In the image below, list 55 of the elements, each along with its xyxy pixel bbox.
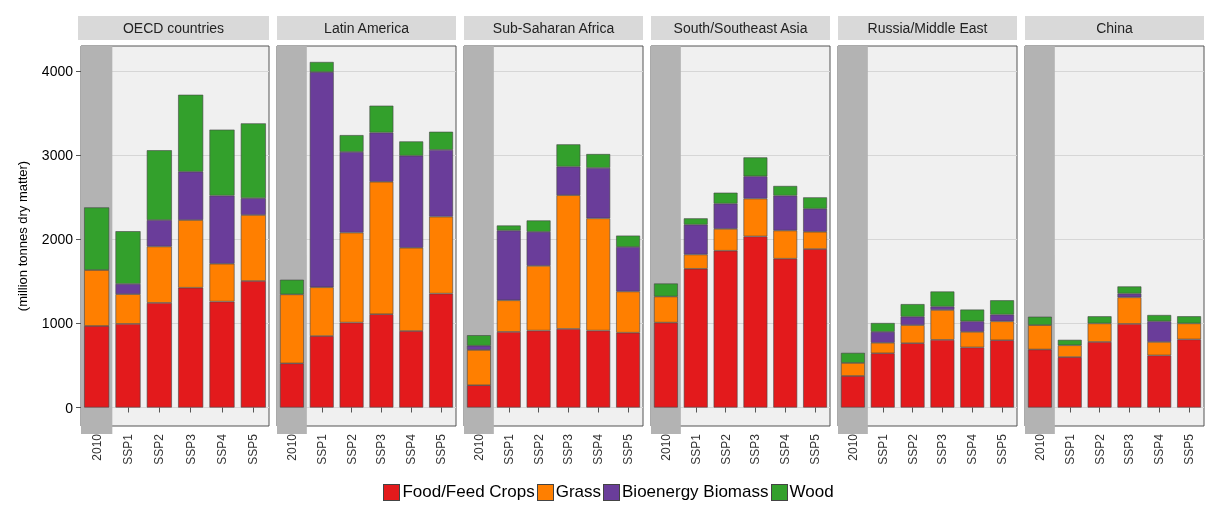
y-tick-label: 4000 [41,63,74,80]
x-tick-label: SSP3 [1122,433,1137,465]
y-tick-label: 1000 [41,315,74,332]
x-tick-label: SSP2 [344,433,359,465]
x-tick-label: SSP5 [995,433,1010,465]
y-tick-label: 2000 [41,231,74,248]
x-tick-label: SSP5 [1182,433,1197,465]
chart-title: Russia/Middle East [867,20,988,36]
x-tick-label: 2010 [89,433,104,461]
x-tick-label: SSP3 [183,433,198,465]
x-tick-label: SSP4 [778,433,793,465]
y-axis-title: (million tonnes dry matter) [15,160,30,312]
x-tick-label: SSP2 [1092,433,1107,465]
x-tick-label: SSP5 [434,433,449,465]
x-tick-label: 2010 [845,433,860,461]
x-tick-label: SSP3 [935,433,950,465]
x-tick-label: SSP2 [531,433,546,465]
x-tick-label: SSP2 [905,433,920,465]
x-tick-label: SSP1 [121,433,135,465]
chart-title: Latin America [324,20,410,36]
x-tick-label: SSP5 [621,433,636,465]
x-tick-label: 2010 [658,433,673,461]
x-tick-label: SSP4 [1152,433,1167,465]
x-tick-label: SSP5 [808,433,823,465]
x-tick-label: SSP1 [875,433,890,465]
x-tick-label: SSP4 [404,433,419,465]
chart-title: South/Southeast Asia [673,20,808,36]
chart-title: OECD countries [122,20,225,36]
y-tick-label: 0 [65,399,74,416]
x-tick-label: SSP1 [501,433,516,465]
x-tick-label: 2010 [284,433,299,461]
chart-title: China [1096,20,1133,36]
x-tick-label: SSP3 [561,433,576,465]
legend-label: Bioenergy Biomass [622,482,769,502]
x-tick-label: SSP4 [591,433,606,465]
x-tick-label: SSP1 [688,433,703,465]
x-tick-label: SSP2 [718,433,733,465]
chart-title: Sub-Saharan Africa [492,20,615,36]
x-tick-label: SSP5 [246,433,261,465]
x-tick-label: SSP2 [152,433,167,465]
y-tick-label: 3000 [41,147,74,164]
x-tick-label: 2010 [471,433,486,461]
bar [1117,286,1142,294]
bar [466,335,491,346]
x-tick-label: SSP3 [374,433,389,465]
x-tick-label: SSP1 [1062,433,1077,465]
x-tick-label: SSP1 [314,433,329,465]
bar [930,291,955,307]
x-tick-label: SSP3 [748,433,763,465]
x-tick-label: 2010 [1032,433,1047,461]
legend-label: Food/Feed Crops [402,482,535,502]
legend-label: Wood [789,482,834,502]
legend-label: Grass [555,482,602,502]
x-tick-label: SSP4 [965,433,980,465]
x-tick-label: SSP4 [215,433,229,465]
